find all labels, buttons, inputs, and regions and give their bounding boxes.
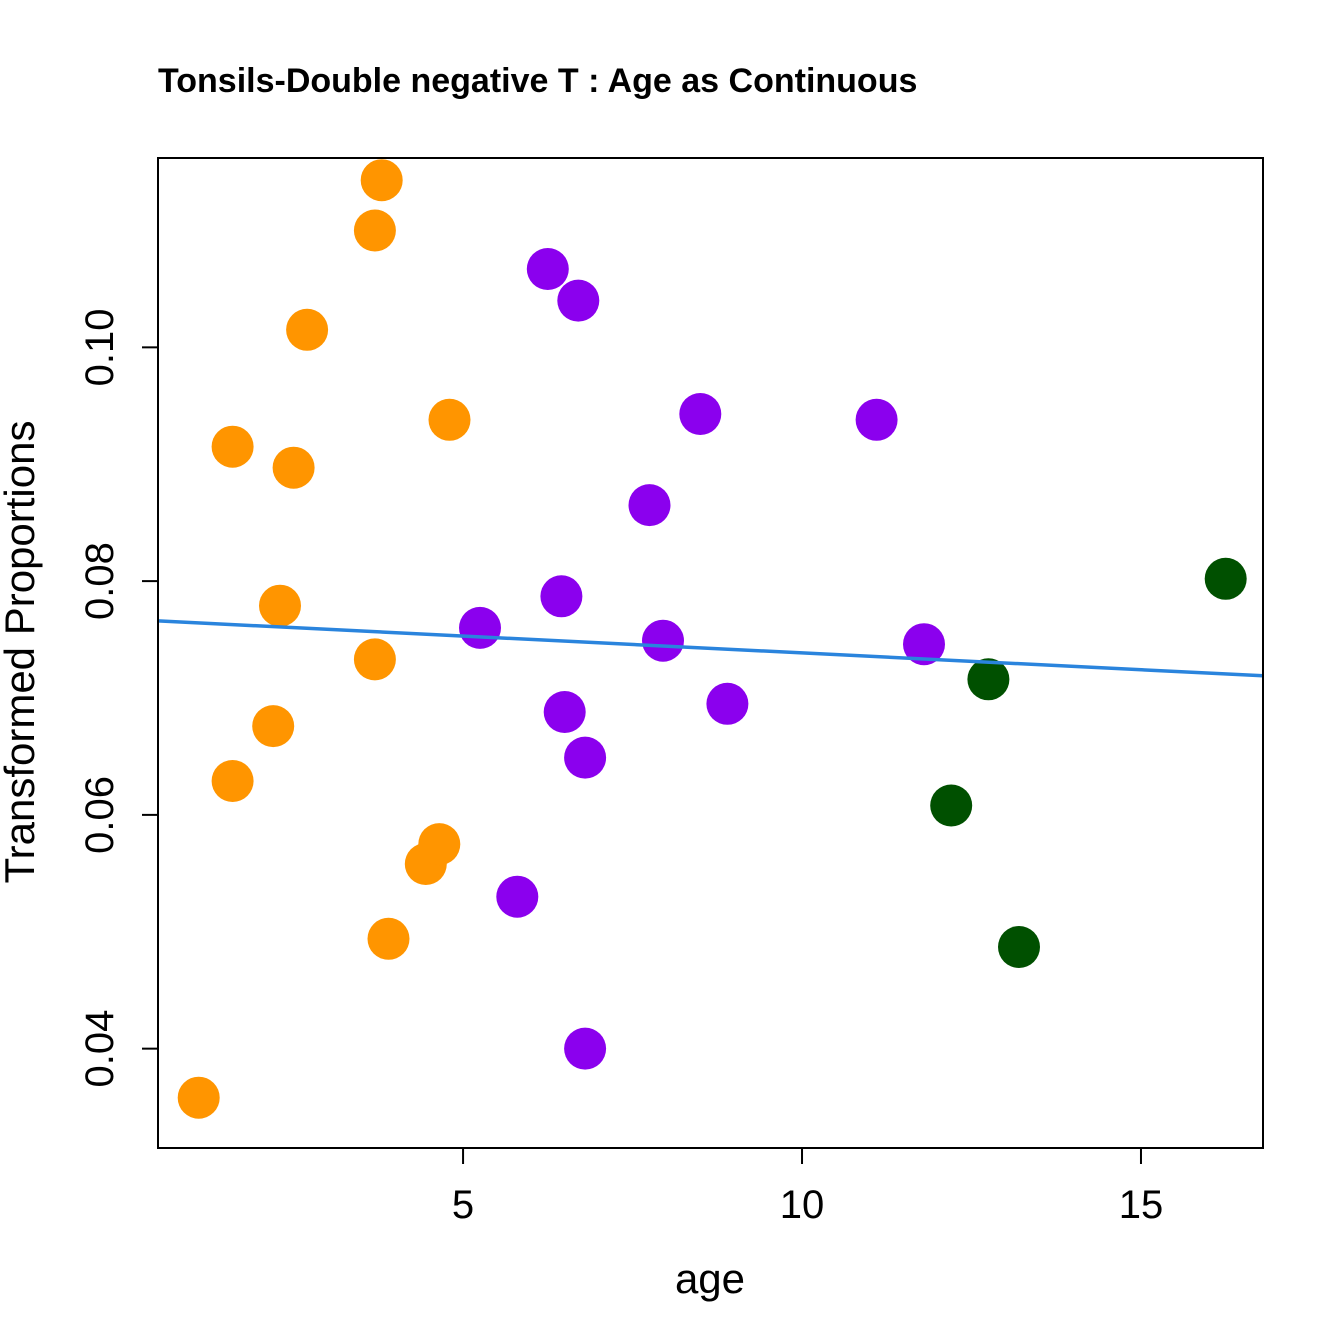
data-point-purple-7 bbox=[564, 1027, 607, 1070]
y-tick-label-0.04: 0.04 bbox=[78, 1010, 122, 1088]
data-point-purple-5 bbox=[557, 279, 600, 322]
data-point-purple-12 bbox=[855, 398, 898, 441]
data-point-purple-4 bbox=[543, 691, 586, 733]
data-point-orange-12 bbox=[418, 823, 461, 866]
data-point-purple-11 bbox=[706, 682, 749, 725]
data-point-purple-8 bbox=[628, 484, 671, 527]
y-tick-label-0.1: 0.10 bbox=[78, 308, 122, 386]
data-point-purple-13 bbox=[903, 623, 945, 666]
data-point-purple-3 bbox=[540, 575, 583, 618]
data-point-orange-0 bbox=[177, 1076, 220, 1119]
data-point-orange-9 bbox=[353, 638, 396, 681]
x-axis-label: age bbox=[675, 1255, 745, 1302]
x-tick-label-5: 5 bbox=[452, 1183, 474, 1227]
data-point-green-3 bbox=[1204, 557, 1247, 600]
plot-frame bbox=[157, 157, 1264, 1149]
x-tick-label-10: 10 bbox=[780, 1183, 825, 1227]
data-point-purple-10 bbox=[679, 393, 722, 435]
data-point-orange-6 bbox=[286, 308, 329, 351]
data-point-orange-1 bbox=[211, 760, 254, 802]
data-point-purple-6 bbox=[564, 736, 607, 779]
data-point-orange-13 bbox=[428, 398, 471, 441]
data-point-orange-3 bbox=[252, 705, 295, 748]
y-tick-label-0.08: 0.08 bbox=[78, 542, 122, 620]
x-tick-label-15: 15 bbox=[1119, 1183, 1164, 1227]
regression-line bbox=[157, 619, 1264, 678]
data-point-purple-1 bbox=[496, 875, 539, 918]
plot-layer bbox=[157, 159, 1264, 1119]
data-point-orange-4 bbox=[259, 584, 301, 627]
y-tick-label-0.06: 0.06 bbox=[78, 776, 122, 854]
data-point-purple-9 bbox=[642, 619, 684, 662]
y-axis-label: Transformed Proportions bbox=[0, 421, 43, 884]
data-point-green-2 bbox=[998, 926, 1040, 968]
data-point-purple-0 bbox=[459, 606, 501, 649]
data-point-orange-7 bbox=[353, 209, 396, 252]
data-point-purple-2 bbox=[526, 248, 569, 290]
data-point-green-0 bbox=[930, 784, 973, 827]
data-point-orange-5 bbox=[272, 446, 315, 489]
chart-title: Tonsils-Double negative T : Age as Conti… bbox=[158, 62, 917, 100]
data-point-orange-10 bbox=[367, 917, 410, 960]
data-point-green-1 bbox=[967, 658, 1010, 701]
axes-ticks: 5 10 15 0.04 0.06 0.08 0.10 bbox=[78, 308, 1163, 1227]
data-point-orange-2 bbox=[211, 425, 254, 468]
data-point-orange-8 bbox=[360, 159, 403, 202]
